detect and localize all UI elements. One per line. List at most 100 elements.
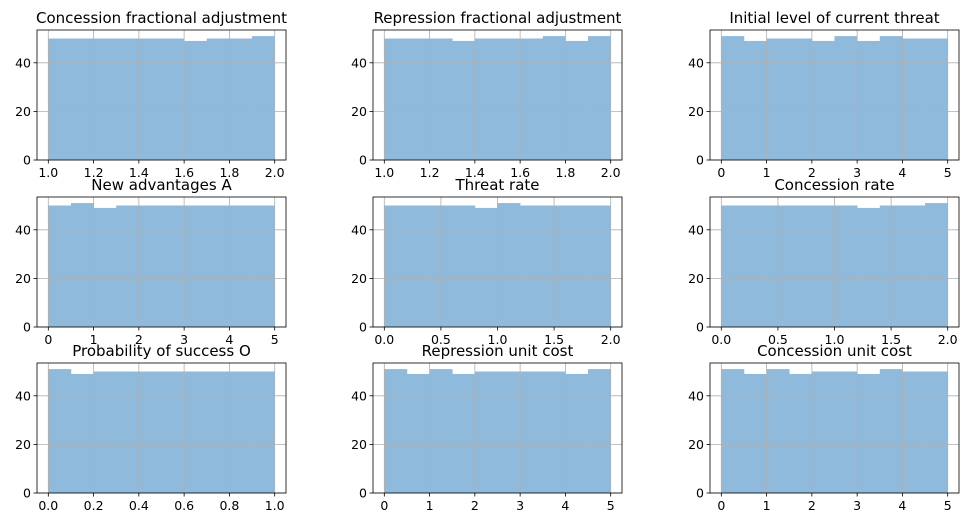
histogram-bar	[565, 205, 589, 327]
x-tick-label: 0.2	[84, 498, 104, 513]
bars-new-advantages-a	[48, 203, 275, 327]
histogram-bar	[721, 205, 745, 327]
x-tick-label: 1.5	[881, 332, 901, 347]
histogram-bar	[520, 371, 544, 493]
histogram-bar	[743, 373, 767, 493]
bars-initial-level-of-current-threat	[721, 36, 948, 161]
y-tick-label: 0	[696, 153, 704, 168]
axes-frame	[372, 29, 623, 161]
y-tick-label: 40	[351, 55, 367, 70]
subplot-title: Concession unit cost	[757, 342, 912, 360]
subplot-title: Concession rate	[774, 176, 894, 194]
histogram-bar	[474, 38, 498, 161]
x-tick-label: 1.2	[84, 165, 104, 180]
histogram-bar	[857, 40, 881, 160]
histogram-bar	[229, 205, 253, 327]
bars-repression-fractional-adjustment	[384, 36, 611, 161]
histogram-bar	[520, 205, 544, 327]
y-tick-label: 20	[351, 271, 367, 286]
histogram-bar	[70, 38, 94, 161]
histogram-bar	[70, 203, 94, 327]
y-tick-label: 0	[359, 486, 367, 501]
histogram-bar	[520, 38, 544, 161]
grid-repression-unit-cost	[373, 363, 622, 494]
y-tick-label: 40	[688, 388, 704, 403]
histogram-bar	[138, 38, 162, 161]
x-tick-label: 0.0	[711, 332, 731, 347]
histogram-bar	[811, 371, 835, 493]
y-tick-label: 0	[696, 320, 704, 335]
subplot-title: Repression unit cost	[422, 342, 574, 360]
histogram-bar	[811, 205, 835, 327]
histogram-bar	[184, 371, 208, 493]
histogram-bar	[93, 207, 117, 327]
histogram-bar	[925, 203, 948, 327]
histogram-bar	[834, 36, 858, 160]
histogram-bar	[902, 205, 926, 327]
x-tick-label: 1.8	[219, 165, 239, 180]
histogram-bar	[879, 36, 903, 160]
x-tick-label: 4	[898, 165, 906, 180]
histogram-bar	[206, 38, 230, 161]
histogram-bar	[116, 205, 140, 327]
histogram-bar	[48, 38, 72, 161]
y-tick-label: 0	[359, 320, 367, 335]
subplot-concession-rate: 0.0 0.5 1.0 1.5 2.0 0 20 40 Concession rate	[688, 176, 960, 347]
x-tick-label: 2	[808, 498, 816, 513]
histogram-bar	[588, 205, 611, 327]
x-tick-label: 1.0	[265, 498, 285, 513]
x-tick-label: 2.0	[601, 165, 621, 180]
histogram-bar	[565, 40, 589, 160]
x-tick-label: 0	[717, 498, 725, 513]
histogram-bar	[138, 371, 162, 493]
subplot-initial-level-of-current-threat: 0 1 2 3 4 5 0 20 40 Initial level of current thre…	[688, 9, 960, 180]
y-tick-label: 20	[688, 104, 704, 119]
x-tick-label: 1	[90, 332, 98, 347]
x-tick-label: 5	[944, 165, 952, 180]
x-tick-label: 1	[763, 498, 771, 513]
x-tick-label: 0.0	[38, 498, 58, 513]
histogram-bar	[206, 205, 230, 327]
subplot-repression-fractional-adjustment: 1.0 1.2 1.4 1.6 1.8 2.0 0 20 40 Repression fracti…	[351, 9, 623, 180]
histogram-bar	[452, 40, 476, 160]
histogram-bar	[925, 371, 948, 493]
histogram-bar	[588, 369, 611, 493]
y-tick-label: 40	[15, 55, 31, 70]
x-tick-label: 2	[135, 332, 143, 347]
subplot-title: Initial level of current threat	[729, 9, 939, 27]
histogram-bar	[834, 371, 858, 493]
y-tick-label: 40	[15, 388, 31, 403]
histogram-bar	[902, 371, 926, 493]
x-tick-label: 1	[763, 165, 771, 180]
axes-frame	[709, 29, 960, 161]
histogram-bar	[138, 205, 162, 327]
histogram-bar	[70, 373, 94, 493]
x-tick-label: 0.8	[219, 498, 239, 513]
histogram-bar	[789, 205, 813, 327]
bars-concession-fractional-adjustment	[48, 36, 275, 161]
histogram-bar	[252, 371, 275, 493]
y-tick-label: 20	[351, 437, 367, 452]
histogram-bar	[857, 207, 881, 327]
x-tick-label: 4	[225, 332, 233, 347]
x-tick-label: 1.2	[420, 165, 440, 180]
axes-frame	[36, 29, 287, 161]
histogram-bar	[542, 371, 566, 493]
histogram-bar	[452, 205, 476, 327]
x-tick-label: 3	[180, 332, 188, 347]
histogram-bar	[384, 205, 408, 327]
x-tick-label: 0.0	[374, 332, 394, 347]
x-tick-label: 2.0	[265, 165, 285, 180]
histogram-bar	[497, 371, 521, 493]
histogram-bar	[48, 369, 72, 493]
histogram-bar	[184, 40, 208, 160]
histogram-bar	[429, 369, 453, 493]
subplot-title: Probability of success O	[72, 342, 251, 360]
axes-frame	[709, 362, 960, 494]
histogram-bar	[721, 369, 745, 493]
x-tick-label: 5	[607, 498, 615, 513]
subplot-title: Threat rate	[454, 176, 539, 194]
bars-concession-rate	[721, 203, 948, 327]
y-tick-label: 40	[351, 388, 367, 403]
